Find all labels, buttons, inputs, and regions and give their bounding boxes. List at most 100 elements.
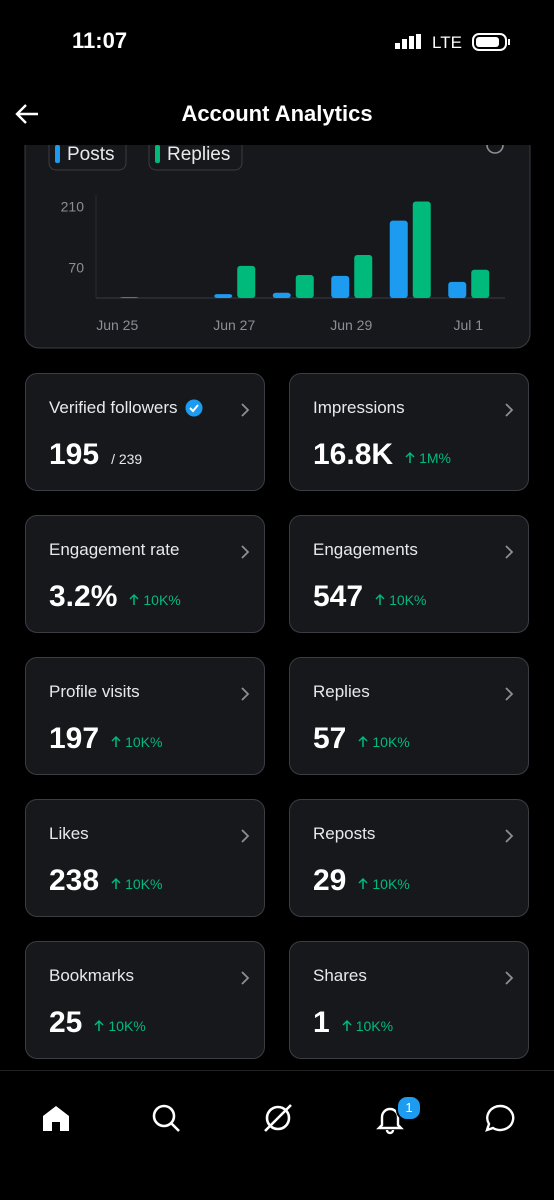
time: 11:07 bbox=[72, 28, 128, 53]
bar bbox=[412, 201, 431, 298]
y-tick-label: 70 bbox=[68, 260, 84, 276]
metric-change-value: 1M% bbox=[419, 449, 451, 466]
legend-label: Posts bbox=[67, 145, 115, 165]
verified-badge bbox=[185, 399, 203, 417]
bar bbox=[354, 254, 373, 298]
bar bbox=[237, 265, 256, 298]
metric-label: Impressions bbox=[313, 398, 405, 417]
metric-value: 25 bbox=[49, 1006, 83, 1039]
metric-value: 197 bbox=[49, 722, 100, 755]
metric-card[interactable]: Verified followers 195 / 239 bbox=[25, 373, 265, 491]
metric-change: 10K% bbox=[111, 876, 162, 892]
up-arrow bbox=[129, 593, 139, 605]
grok-icon[interactable] bbox=[262, 1102, 294, 1134]
metric-value-row: 197 10K% bbox=[49, 722, 162, 756]
bottom-nav: 1 bbox=[0, 1070, 554, 1200]
x-tick-label: Jun 25 bbox=[96, 317, 138, 333]
metric-change: 10K% bbox=[342, 1018, 393, 1034]
metric-change-value: 10K% bbox=[143, 591, 181, 608]
bar bbox=[471, 269, 490, 298]
metric-change: 10K% bbox=[94, 1017, 146, 1034]
metric-value-row: 195 / 239 bbox=[49, 438, 142, 472]
metric-value-row: 16.8K 1M% bbox=[313, 438, 451, 472]
x-tick-label: Jun 27 bbox=[213, 317, 255, 333]
legend-item bbox=[148, 145, 243, 171]
notification-badge: 1 bbox=[396, 1095, 422, 1121]
home-icon[interactable] bbox=[40, 1103, 72, 1133]
bar bbox=[272, 292, 291, 298]
metric-card[interactable]: Replies 57 10K% bbox=[289, 657, 529, 775]
page-title: Account Analytics bbox=[181, 101, 373, 126]
messages-icon[interactable] bbox=[483, 1102, 517, 1136]
up-arrow bbox=[94, 1019, 104, 1031]
legend-label: Replies bbox=[167, 145, 230, 165]
metric-change-value: 10K% bbox=[372, 733, 410, 750]
notifications-icon[interactable] bbox=[374, 1103, 406, 1135]
metric-value: 29 bbox=[313, 864, 347, 897]
metric-change: 10K% bbox=[358, 733, 410, 750]
metric-label: Profile visits bbox=[49, 682, 140, 701]
metric-label: Likes bbox=[49, 824, 89, 843]
up-arrow bbox=[358, 735, 368, 747]
battery-icon bbox=[472, 33, 510, 51]
up-arrow bbox=[342, 1019, 352, 1031]
metric-change-value: 10K% bbox=[125, 733, 163, 750]
up-arrow bbox=[111, 735, 121, 747]
metric-card[interactable]: Likes 238 10K% bbox=[25, 799, 265, 917]
metric-card[interactable]: Bookmarks 25 10K% bbox=[25, 941, 265, 1059]
metric-change: 10K% bbox=[358, 876, 410, 892]
legend-swatch bbox=[155, 145, 160, 163]
metric-label: Engagement rate bbox=[49, 540, 180, 559]
chart: Posts Replies 70 210 Jun 25 Jun 27 Jun 29 Jul 1 bbox=[24, 145, 531, 349]
metric-change: 10K% bbox=[129, 591, 181, 608]
metric-card[interactable]: Reposts 29 10K% bbox=[289, 799, 529, 917]
bar bbox=[448, 281, 467, 298]
x-tick-label: Jul 1 bbox=[453, 317, 483, 333]
metric-card[interactable]: Engagement rate 3.2% 10K% bbox=[25, 515, 265, 633]
metric-label: Replies bbox=[313, 682, 370, 701]
metric-change-value: 10K% bbox=[108, 1017, 146, 1034]
metric-value: 238 bbox=[49, 864, 100, 897]
chevron bbox=[505, 403, 514, 417]
metric-card[interactable]: Engagements 547 10K% bbox=[289, 515, 529, 633]
metric-label: Engagements bbox=[313, 540, 418, 559]
metric-label: Verified followers bbox=[49, 398, 204, 418]
bar bbox=[214, 294, 233, 298]
metric-value-row: 29 10K% bbox=[313, 864, 410, 898]
metric-label: Shares bbox=[313, 966, 367, 985]
metric-value-row: 3.2% 10K% bbox=[49, 580, 181, 614]
metric-value: 1 bbox=[313, 1006, 330, 1039]
metric-total: / 239 bbox=[111, 451, 143, 467]
metric-value-row: 25 10K% bbox=[49, 1006, 146, 1040]
chevron bbox=[241, 403, 250, 417]
chevron bbox=[505, 829, 514, 843]
up-arrow bbox=[111, 877, 121, 889]
metric-value: 3.2% bbox=[49, 580, 118, 613]
chevron bbox=[241, 687, 250, 701]
metric-value-row: 547 10K% bbox=[313, 580, 426, 614]
bar bbox=[120, 297, 139, 298]
info-icon[interactable] bbox=[486, 145, 504, 154]
chevron bbox=[505, 687, 514, 701]
chevron bbox=[241, 545, 250, 559]
metric-change: 1M% bbox=[405, 450, 451, 466]
x-tick-label: Jun 29 bbox=[330, 317, 372, 333]
search-icon[interactable] bbox=[150, 1102, 182, 1134]
chevron bbox=[505, 971, 514, 985]
metric-card[interactable]: Impressions 16.8K 1M% bbox=[289, 373, 529, 491]
up-arrow bbox=[405, 451, 415, 463]
metric-card[interactable]: Shares 1 10K% bbox=[289, 941, 529, 1059]
metric-change: 10K% bbox=[375, 592, 426, 608]
legend-swatch bbox=[55, 145, 60, 163]
metric-label: Reposts bbox=[313, 824, 376, 843]
metric-value-row: 1 10K% bbox=[313, 1006, 393, 1040]
chevron bbox=[241, 829, 250, 843]
metric-change: 10K% bbox=[111, 734, 162, 750]
metric-change-value: 10K% bbox=[125, 875, 163, 892]
metric-value: 195 bbox=[49, 438, 100, 471]
chevron bbox=[505, 545, 514, 559]
metric-card[interactable]: Profile visits 197 10K% bbox=[25, 657, 265, 775]
metric-label: Bookmarks bbox=[49, 966, 135, 985]
back-button[interactable] bbox=[14, 102, 42, 126]
